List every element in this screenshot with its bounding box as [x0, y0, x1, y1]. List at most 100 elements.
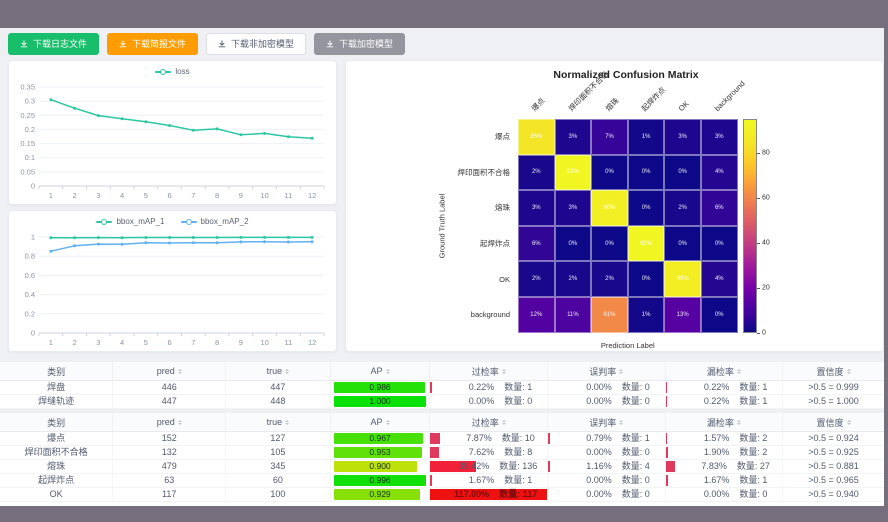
matrix-cell: 11%	[554, 297, 592, 333]
matrix-cell: 0%	[627, 190, 665, 226]
legend-item-loss[interactable]: loss	[155, 67, 190, 76]
matrix-colorbar	[743, 119, 757, 333]
rate-cell: 0.22% 数量: 1	[665, 395, 784, 408]
matrix-row-label: 起焊炸点	[480, 239, 510, 249]
ap-cell: 0.986	[331, 381, 431, 394]
chart-legend: bbox_mAP_1 bbox_mAP_2	[9, 211, 336, 229]
matrix-cell: 1%	[627, 119, 665, 155]
svg-text:0.25: 0.25	[20, 111, 35, 120]
confusion-matrix-card: Normalized Confusion Matrix 85% 3% 7% 1% 3% 3%…	[345, 60, 884, 352]
rate-cell: 0.00% 数量: 0	[548, 446, 666, 459]
rate-count: 数量: 1	[504, 475, 533, 485]
confidence-cell: >0.5 = 0.925	[808, 447, 859, 457]
download-encrypted-model-button[interactable]: 下载加密模型	[314, 33, 406, 55]
rate-bar	[430, 433, 440, 444]
svg-text:0.6: 0.6	[25, 271, 35, 280]
svg-text:2: 2	[73, 338, 77, 347]
matrix-title: Normalized Confusion Matrix	[553, 69, 699, 81]
ap-value: 0.967	[369, 433, 391, 443]
rate-bar	[430, 447, 440, 458]
bbox-map-chart-card: bbox_mAP_1 bbox_mAP_2 0 0.2 0.4 0.6 0.8 1 1 2 3 4 5 6…	[8, 210, 337, 352]
svg-text:10: 10	[260, 191, 268, 200]
ap-cell: 0.996	[331, 474, 431, 487]
column-header-conf[interactable]: 置信度	[783, 362, 884, 380]
legend-item-bbox_mAP_2[interactable]: bbox_mAP_2	[180, 217, 249, 226]
rate-count: 数量: 0	[739, 489, 768, 499]
download-icon	[20, 40, 28, 48]
pred-cell: 447	[113, 395, 227, 408]
download-unencrypted-model-button[interactable]: 下载非加密模型	[206, 33, 307, 55]
matrix-cell: 2%	[664, 190, 701, 226]
matrix-row-label: OK	[499, 274, 510, 284]
download-unencrypted-model-label: 下载非加密模型	[231, 38, 295, 49]
rate-bar	[665, 447, 668, 458]
column-label: true	[266, 417, 283, 427]
colorbar-tick	[757, 152, 760, 154]
confidence-cell: >0.5 = 0.940	[808, 489, 859, 499]
matrix-row-label: background	[470, 310, 510, 320]
ap-bar	[333, 433, 424, 444]
matrix-row-label: 熔珠	[495, 203, 510, 213]
column-header-ap[interactable]: AP	[331, 413, 431, 431]
rate-percent: 0.79%	[586, 433, 612, 443]
rate-count: 数量: 0	[621, 447, 650, 457]
column-header-miss[interactable]: 漏检率	[666, 413, 784, 431]
rate-percent: 1.67%	[468, 475, 495, 485]
rate-cell: 1.16% 数量: 4	[548, 460, 666, 473]
colorbar-tick-label: 40	[762, 239, 770, 247]
table-row: 爆点 152 127 0.967 7.87% 数量: 10 0.79% 数量: 1 1.57% 数…	[0, 432, 884, 446]
confidence-cell: >0.5 = 0.999	[808, 382, 859, 392]
colorbar-tick	[757, 332, 760, 334]
matrix-cell: 61%	[591, 297, 628, 333]
column-header-over[interactable]: 过检率	[430, 413, 549, 431]
svg-text:0.15: 0.15	[20, 139, 35, 148]
matrix-cell: 13%	[664, 297, 701, 333]
sort-icon	[385, 418, 390, 427]
sort-icon	[177, 367, 182, 376]
confidence-cell: >0.5 = 1.000	[808, 396, 859, 406]
matrix-cell: 0%	[627, 261, 665, 297]
download-log-button[interactable]: 下载日志文件	[8, 33, 100, 55]
rate-cell: 0.79% 数量: 1	[548, 432, 666, 445]
column-header-ap[interactable]: AP	[331, 362, 431, 380]
rate-cell: 7.87% 数量: 10	[430, 432, 549, 445]
colorbar-tick-label: 0	[762, 329, 766, 337]
matrix-row-label: 爆点	[495, 132, 510, 142]
download-report-button[interactable]: 下载简报文件	[107, 33, 199, 55]
legend-item-bbox_mAP_1[interactable]: bbox_mAP_1	[96, 217, 165, 226]
sort-icon	[385, 367, 390, 376]
column-header-mis[interactable]: 误判率	[548, 362, 666, 380]
column-label: 漏检率	[706, 417, 734, 428]
column-header-pred[interactable]: pred	[113, 362, 227, 380]
rate-percent: 117.00%	[454, 489, 490, 499]
matrix-cell: 0%	[664, 225, 701, 262]
column-header-pred[interactable]: pred	[113, 413, 227, 431]
confidence-cell: >0.5 = 0.924	[808, 433, 859, 443]
column-header-true[interactable]: true	[226, 362, 331, 380]
ap-bar	[333, 489, 420, 500]
column-header-true[interactable]: true	[226, 413, 331, 431]
confidence-cell: >0.5 = 0.881	[808, 461, 859, 471]
table-row: OK 117 100 0.929 117.00% 数量: 117 0.00% 数量: 0 0.0…	[0, 488, 884, 502]
pred-cell: 132	[113, 446, 227, 459]
legend-label: bbox_mAP_1	[116, 217, 165, 226]
matrix-cell: 0%	[554, 225, 592, 262]
matrix-column-label: OK	[676, 98, 691, 113]
true-cell: 127	[226, 432, 331, 445]
column-header-conf[interactable]: 置信度	[783, 413, 884, 431]
ap-bar	[333, 447, 423, 458]
column-header-over[interactable]: 过检率	[430, 362, 549, 380]
download-icon	[218, 40, 226, 48]
column-header-mis[interactable]: 误判率	[548, 413, 666, 431]
sort-icon	[736, 418, 741, 427]
rate-count: 数量: 27	[736, 461, 770, 471]
rate-cell: 1.57% 数量: 2	[665, 432, 784, 445]
column-header-miss[interactable]: 漏检率	[666, 362, 784, 380]
svg-text:0.2: 0.2	[25, 125, 35, 134]
ap-bar	[333, 461, 418, 472]
legend-label: loss	[175, 67, 190, 76]
table-row: 焊印面积不合格 132 105 0.953 7.62% 数量: 8 0.00% 数量: 0 1.…	[0, 446, 884, 460]
matrix-cell: 0%	[591, 225, 628, 262]
rate-percent: 0.22%	[703, 396, 730, 406]
